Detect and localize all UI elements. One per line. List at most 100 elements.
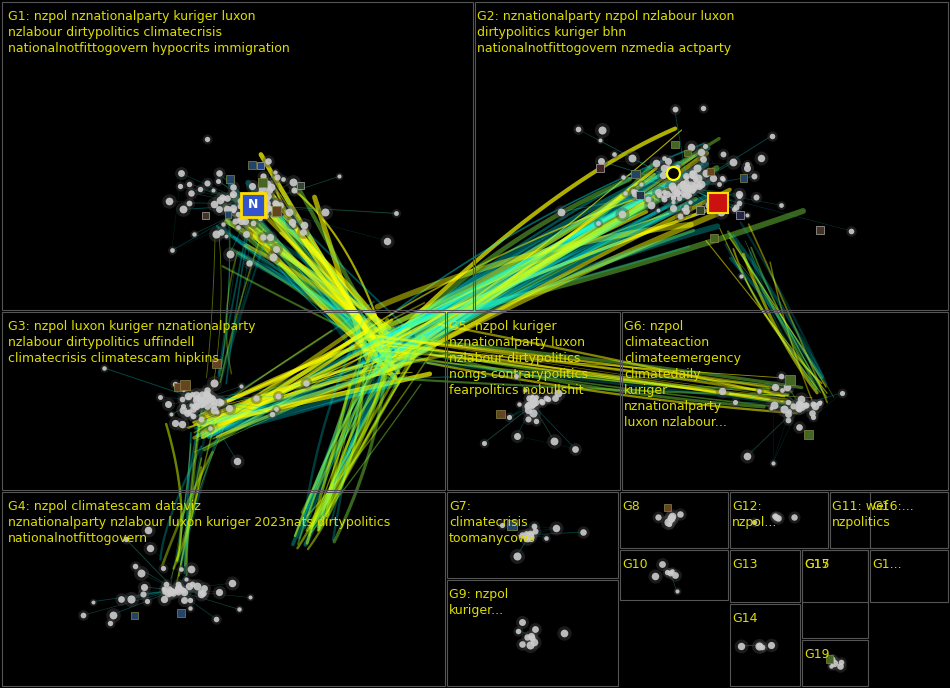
- Point: [678, 171, 694, 182]
- Point: [727, 204, 742, 215]
- Point: [245, 199, 260, 210]
- Point: [286, 219, 301, 230]
- Point: [733, 641, 749, 652]
- Point: [785, 401, 800, 412]
- Point: [180, 392, 196, 403]
- Point: [232, 213, 247, 224]
- Point: [251, 202, 266, 213]
- Point: [664, 566, 679, 577]
- Point: [210, 407, 225, 418]
- Point: [266, 203, 281, 214]
- Point: [163, 585, 179, 596]
- Point: [258, 193, 274, 204]
- Point: [702, 200, 717, 211]
- Point: [185, 411, 200, 422]
- Point: [774, 384, 789, 395]
- Point: [268, 166, 283, 177]
- Point: [695, 103, 711, 114]
- Point: [176, 405, 191, 416]
- Point: [517, 385, 532, 396]
- Point: [527, 397, 542, 408]
- Point: [834, 387, 849, 398]
- Bar: [870, 550, 948, 602]
- Point: [162, 586, 178, 597]
- Point: [244, 197, 259, 208]
- Point: [281, 206, 296, 217]
- Point: [826, 658, 842, 669]
- Point: [682, 196, 697, 207]
- Point: [161, 399, 176, 410]
- Point: [124, 593, 139, 604]
- Point: [669, 188, 684, 199]
- Point: [764, 639, 779, 650]
- Point: [162, 586, 178, 597]
- Point: [188, 401, 203, 412]
- Point: [833, 660, 848, 671]
- Point: [678, 182, 694, 193]
- Point: [666, 183, 681, 194]
- Bar: [174, 383, 181, 391]
- Point: [180, 197, 196, 208]
- Point: [227, 215, 242, 226]
- Point: [270, 172, 285, 183]
- Point: [825, 653, 840, 664]
- Point: [510, 625, 525, 636]
- Point: [509, 550, 524, 561]
- Point: [206, 400, 221, 411]
- Point: [211, 396, 226, 407]
- Point: [739, 159, 754, 170]
- Point: [200, 401, 215, 412]
- Point: [194, 588, 209, 599]
- FancyBboxPatch shape: [241, 193, 265, 217]
- Point: [161, 588, 176, 599]
- Point: [515, 617, 530, 628]
- Point: [212, 204, 227, 215]
- Point: [200, 396, 216, 407]
- Point: [520, 400, 535, 411]
- Point: [520, 632, 535, 643]
- Point: [226, 203, 241, 214]
- Bar: [224, 211, 231, 217]
- Point: [236, 200, 251, 211]
- Point: [177, 586, 192, 597]
- Point: [183, 594, 199, 605]
- Point: [844, 225, 859, 236]
- Text: G15: G15: [804, 558, 829, 571]
- Point: [669, 186, 684, 197]
- Point: [641, 194, 656, 205]
- Point: [664, 181, 679, 192]
- Point: [174, 168, 189, 179]
- Bar: [632, 170, 639, 178]
- Point: [295, 227, 311, 238]
- Bar: [826, 656, 833, 663]
- Point: [527, 526, 542, 537]
- Bar: [226, 175, 235, 183]
- Point: [197, 397, 212, 408]
- Point: [655, 169, 670, 180]
- Point: [239, 199, 255, 210]
- Point: [232, 604, 247, 615]
- Point: [518, 528, 533, 539]
- Point: [211, 175, 226, 186]
- Point: [660, 517, 675, 528]
- Text: G5: nzpol kuriger
nznationalparty luxon
nzlabour dirtypolitics
nongs contrarypol: G5: nzpol kuriger nznationalparty luxon …: [449, 320, 588, 397]
- Bar: [296, 182, 303, 189]
- Point: [792, 400, 808, 411]
- Point: [176, 204, 191, 215]
- Point: [684, 168, 699, 179]
- Point: [520, 400, 535, 411]
- Point: [678, 176, 694, 187]
- Point: [267, 206, 282, 217]
- Point: [281, 206, 296, 217]
- Point: [179, 573, 194, 584]
- Point: [239, 199, 255, 210]
- Point: [157, 587, 172, 598]
- Point: [258, 210, 274, 221]
- Point: [668, 570, 683, 581]
- Text: G8: G8: [622, 500, 639, 513]
- Point: [669, 186, 684, 197]
- Point: [165, 587, 180, 598]
- Point: [268, 198, 283, 209]
- Point: [650, 512, 665, 523]
- Point: [230, 208, 245, 219]
